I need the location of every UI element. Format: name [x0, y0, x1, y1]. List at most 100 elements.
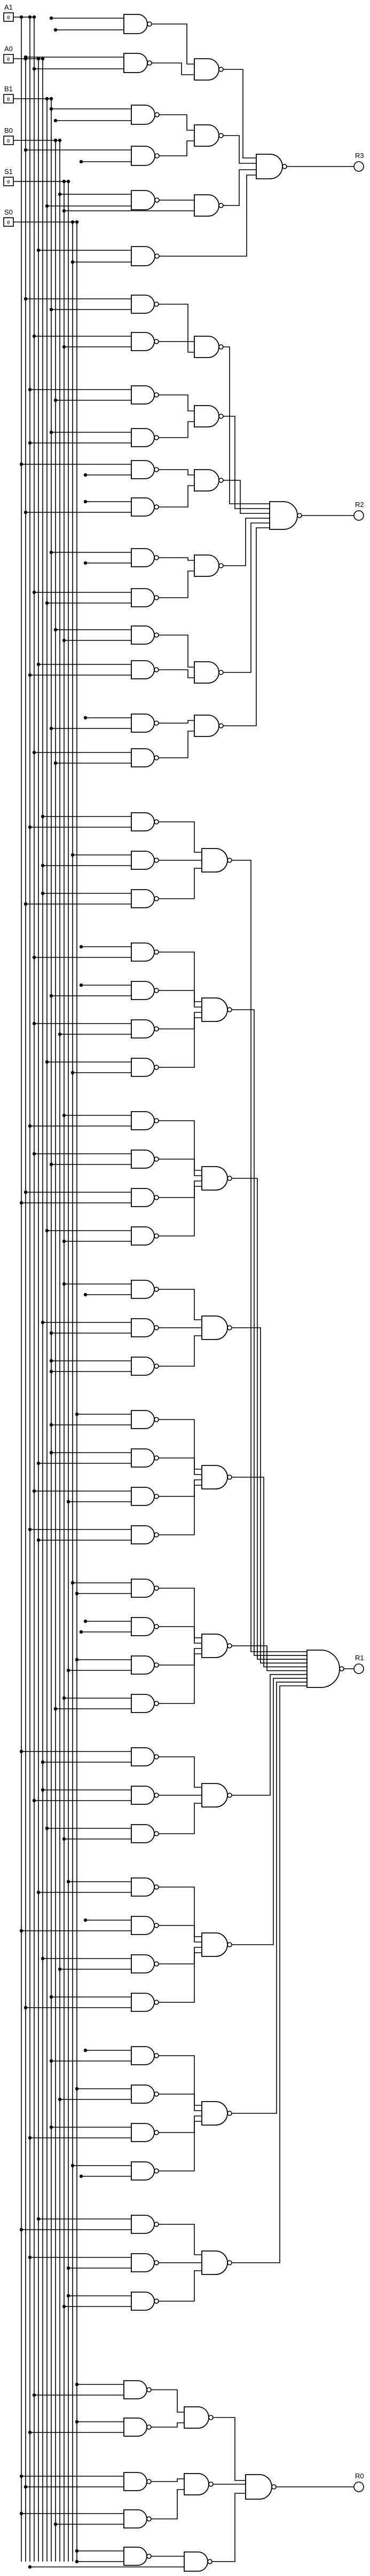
nand-gate-bubble	[218, 67, 224, 72]
wire-junction	[36, 1890, 41, 1895]
wire-junction	[41, 814, 45, 819]
nand-gate	[194, 194, 224, 217]
nand-gate-bubble	[154, 1624, 159, 1629]
wire-junction	[58, 2097, 62, 2102]
wire-junction	[41, 863, 45, 868]
wire-junction	[79, 983, 83, 987]
nand-gate-body	[131, 1410, 155, 1429]
wire-junction	[66, 2294, 70, 2298]
input-label: S1	[4, 168, 13, 176]
input-switch[interactable]	[3, 12, 14, 22]
wire-junction	[62, 1282, 66, 1286]
nand-gate	[184, 2551, 212, 2572]
wire-junction	[49, 97, 53, 101]
nand-gate-bubble	[154, 1455, 159, 1461]
nand-gate	[131, 332, 159, 351]
wire-junction	[45, 1228, 49, 1233]
wire-junction	[19, 1749, 23, 1754]
wire	[159, 1653, 202, 1704]
wire-junction	[19, 2228, 23, 2232]
wire	[223, 69, 256, 158]
nand-gate-bubble	[154, 302, 159, 307]
wire	[159, 485, 194, 508]
nand-gate-body	[131, 428, 155, 447]
nand-gate-bubble	[227, 1176, 232, 1181]
wire-junction	[49, 307, 53, 312]
nand-gate	[131, 1318, 159, 1337]
nand-gate-body	[194, 715, 219, 737]
wire	[232, 1009, 307, 1656]
nand-gate	[201, 848, 232, 873]
nand-gate	[131, 1954, 159, 1973]
nand-gate	[194, 715, 224, 737]
nand-gate-bubble	[154, 1233, 159, 1239]
nand-gate-bubble	[147, 21, 152, 27]
wire-junction	[28, 825, 32, 829]
nand-gate-body	[131, 1786, 155, 1805]
wire-junction	[75, 2559, 79, 2564]
wire-junction	[32, 67, 36, 71]
input-switch[interactable]	[3, 136, 14, 145]
nand-gate	[245, 2474, 277, 2500]
wire	[232, 1645, 307, 1671]
wire-junction	[41, 57, 45, 61]
nand-gate-body	[201, 1932, 228, 1957]
nand-gate	[131, 625, 159, 645]
nand-gate-body	[123, 53, 148, 73]
input-switch[interactable]	[3, 54, 14, 64]
nand-gate-bubble	[218, 344, 224, 350]
nand-gate-bubble	[154, 1065, 159, 1070]
wire-junction	[41, 1788, 45, 1792]
nand-gate-body	[131, 942, 155, 962]
wire-junction	[32, 1798, 36, 1803]
wire-junction	[53, 2522, 58, 2526]
input-switch[interactable]	[3, 177, 14, 186]
wire	[159, 1479, 202, 1497]
wire	[159, 394, 194, 411]
wire-junction	[83, 716, 88, 720]
nand-gate-bubble	[227, 1325, 232, 1330]
nand-gate-body	[131, 889, 155, 908]
nand-gate-bubble	[146, 2479, 152, 2484]
input-switch[interactable]	[3, 94, 14, 104]
nand-gate	[194, 661, 224, 684]
nand-gate-body	[131, 1318, 155, 1337]
wire-junction	[58, 192, 62, 196]
wire-junction	[32, 1489, 36, 1493]
nand-gate	[123, 2418, 152, 2437]
nand-gate-body	[131, 714, 155, 733]
wire-junction	[49, 1995, 53, 1999]
nand-gate	[131, 2253, 159, 2272]
wire	[159, 421, 194, 438]
nand-gate	[131, 812, 159, 831]
nand-gate-bubble	[227, 1643, 232, 1648]
nand-gate-body	[194, 194, 219, 217]
nand-gate-body	[131, 1747, 155, 1766]
wire-junction	[36, 1461, 41, 1465]
nand-gate-bubble	[154, 2260, 159, 2265]
nand-gate-body	[131, 2123, 155, 2142]
wire	[159, 140, 194, 156]
nand-gate	[131, 2123, 159, 2142]
wire-junction	[62, 345, 66, 349]
nand-gate-body	[123, 2380, 147, 2399]
wire	[159, 1952, 202, 2003]
wire-junction	[83, 500, 88, 504]
nand-gate-body	[131, 812, 155, 831]
nand-gate-bubble	[154, 153, 160, 158]
input-label: S0	[4, 208, 13, 216]
wire	[232, 1674, 307, 1796]
wire-junction	[28, 1527, 32, 1532]
nand-gate	[131, 1226, 159, 1246]
output-label: R2	[355, 501, 364, 509]
wire-junction	[28, 2565, 32, 2569]
output-label: R0	[355, 2472, 364, 2480]
wire-junction	[23, 510, 28, 514]
input-switch[interactable]	[3, 217, 14, 227]
input-value: 0	[7, 220, 10, 226]
wire-junction	[23, 902, 28, 906]
nand-gate-bubble	[154, 2168, 159, 2174]
nand-gate	[131, 105, 160, 125]
wire	[159, 1887, 202, 1937]
